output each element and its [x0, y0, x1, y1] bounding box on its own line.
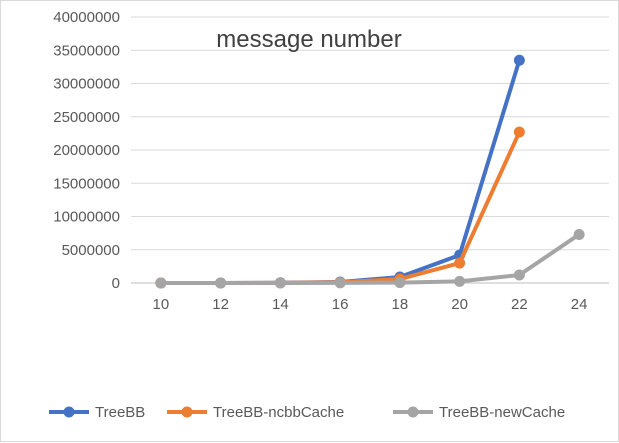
y-tick-label: 10000000 — [53, 209, 120, 226]
x-tick-label: 14 — [272, 296, 289, 313]
data-point — [334, 277, 346, 289]
series-treebb-newcache — [155, 228, 585, 289]
data-point — [155, 277, 167, 289]
y-tick-label: 20000000 — [53, 142, 120, 159]
legend-item: TreeBB-newCache — [393, 404, 565, 421]
x-tick-label: 16 — [332, 296, 349, 313]
data-point — [215, 277, 227, 289]
data-point — [513, 126, 525, 138]
x-tick-label: 24 — [571, 296, 588, 313]
legend-label: TreeBB-ncbbCache — [213, 404, 344, 421]
y-tick-label: 5000000 — [62, 242, 120, 259]
legend: TreeBB TreeBB-ncbbCache TreeBB-newCache — [49, 404, 565, 421]
legend-marker — [63, 406, 75, 418]
legend-label: TreeBB-newCache — [439, 404, 565, 421]
series-lines — [155, 54, 585, 289]
legend-marker — [407, 406, 419, 418]
data-point — [573, 228, 585, 240]
chart-title: message number — [216, 26, 401, 53]
data-point — [274, 277, 286, 289]
x-tick-label: 22 — [511, 296, 528, 313]
series-treebb-ncbbcache — [155, 126, 525, 289]
y-tick-label: 30000000 — [53, 76, 120, 93]
legend-item: TreeBB-ncbbCache — [167, 404, 344, 421]
y-tick-label: 25000000 — [53, 109, 120, 126]
axes: 0 5000000 10000000 15000000 20000000 25000000… — [53, 9, 609, 313]
legend-label: TreeBB — [95, 404, 145, 421]
gridlines — [131, 16, 609, 284]
y-tick-label: 40000000 — [53, 9, 120, 26]
x-tick-label: 20 — [451, 296, 468, 313]
series-line — [160, 131, 522, 285]
series-treebb — [155, 54, 525, 289]
x-tick-label: 12 — [212, 296, 229, 313]
data-point — [394, 277, 406, 289]
legend-item: TreeBB — [49, 404, 145, 421]
data-point — [513, 269, 525, 281]
x-tick-label: 18 — [392, 296, 409, 313]
legend-marker — [181, 406, 193, 418]
data-point — [454, 275, 466, 287]
x-tick-label: 10 — [153, 296, 170, 313]
data-point — [454, 257, 466, 269]
y-tick-label: 15000000 — [53, 175, 120, 192]
series-line — [160, 232, 581, 285]
y-tick-label: 35000000 — [53, 42, 120, 59]
data-point — [513, 54, 525, 66]
y-tick-label: 0 — [112, 275, 120, 292]
